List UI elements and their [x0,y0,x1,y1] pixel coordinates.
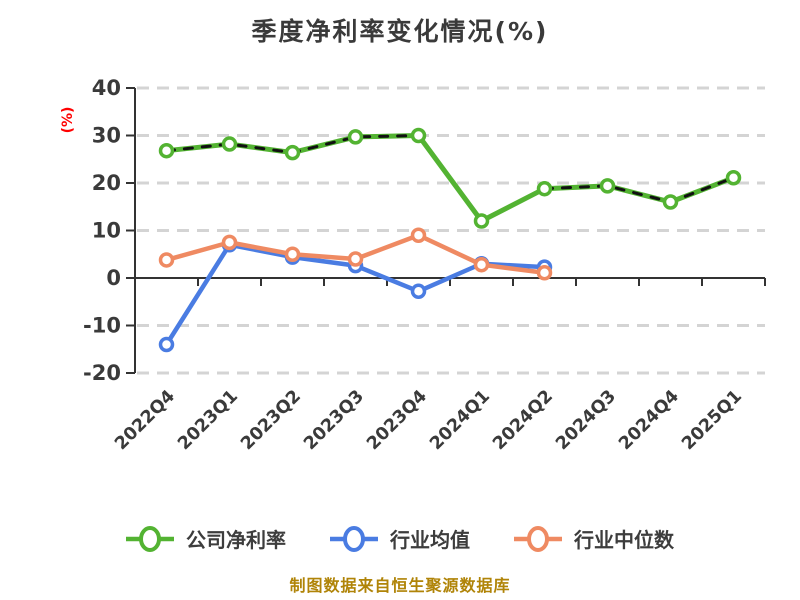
data-point-company-net-margin [221,136,238,152]
y-tick-label: 10 [92,219,121,243]
data-source-note: 制图数据来自恒生聚源数据库 [289,576,511,595]
data-point-industry-median [473,256,490,273]
y-tick-label: -10 [83,314,121,338]
data-point-industry-median [221,234,238,251]
x-tick-label: 2024Q1 [426,386,494,454]
x-tick-label: 2023Q1 [174,386,242,454]
data-point-industry-median [347,251,364,267]
data-point-company-net-margin [284,144,301,161]
x-tick-label: 2023Q4 [363,386,431,454]
data-point-company-net-margin [725,170,742,186]
legend-label-industry-median: 行业中位数 [574,528,674,552]
y-tick-label: 0 [106,266,121,290]
legend-marker-industry-average [330,525,378,552]
x-tick-label: 2023Q3 [300,386,368,454]
legend-label-company-net-margin: 公司净利率 [186,528,286,552]
data-point-industry-average [410,283,427,300]
data-point-company-net-margin [410,127,427,144]
y-tick-label: 30 [92,124,121,148]
x-tick-label: 2024Q4 [615,386,683,454]
x-tick-label: 2024Q3 [552,386,620,454]
legend-marker-industry-median [514,525,562,552]
data-point-industry-average [158,336,175,353]
legend-item-industry-median: 行业中位数 [514,524,674,553]
data-point-company-net-margin [536,180,553,197]
legend-label-industry-average: 行业均值 [390,528,470,552]
data-point-industry-median [284,246,301,262]
data-point-company-net-margin [347,129,364,145]
legend-marker-company-net-margin [126,525,174,552]
x-tick-label: 2024Q2 [489,386,557,454]
series-line-company-net-margin [164,133,736,224]
y-tick-label: 20 [92,171,121,195]
x-tick-label: 2023Q2 [237,386,305,454]
data-point-industry-median [410,227,427,243]
y-tick-label: 40 [92,76,121,100]
legend-item-company-net-margin: 公司净利率 [126,524,286,553]
data-point-industry-median [158,252,175,268]
data-point-industry-median [536,265,553,281]
x-tick-label: 2022Q4 [111,386,179,454]
legend-item-industry-average: 行业均值 [330,524,470,553]
legend: 公司净利率 行业均值 行业中位数 [0,524,800,553]
data-point-company-net-margin [662,194,679,210]
data-point-company-net-margin [473,213,490,229]
chart-title: 季度净利率变化情况(%) [251,17,549,46]
x-tick-label: 2025Q1 [678,386,746,454]
data-point-company-net-margin [158,142,175,159]
y-tick-label: -20 [83,361,121,385]
data-point-company-net-margin [599,178,616,194]
